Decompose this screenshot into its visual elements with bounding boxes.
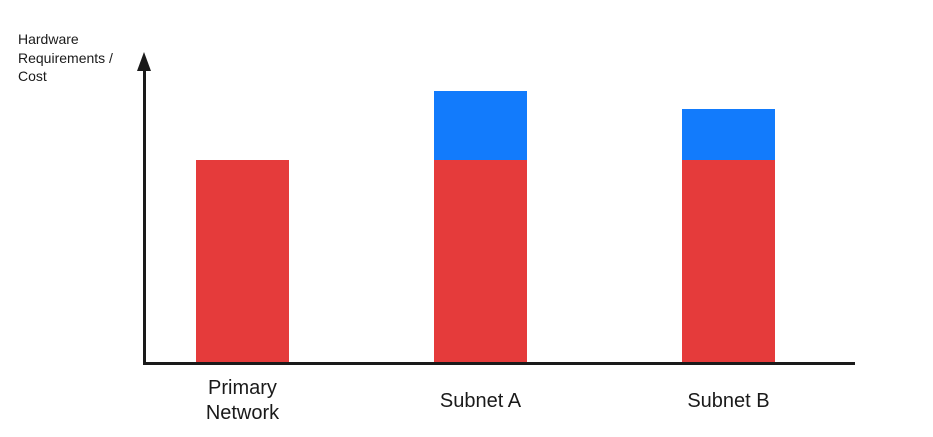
y-axis-label: Hardware Requirements / Cost	[18, 31, 113, 84]
x-tick-label-subnet-a: Subnet A	[439, 390, 522, 412]
x-axis	[143, 362, 855, 365]
bar-segment-base	[196, 160, 289, 364]
bar-segment-additional	[682, 109, 775, 160]
bar-segment-additional	[434, 90, 527, 160]
bar-primary-network	[196, 160, 289, 364]
y-axis-arrow-icon	[137, 52, 151, 71]
bar-subnet-a	[434, 90, 527, 364]
bar-subnet-b	[682, 109, 775, 364]
x-tick-label-subnet-b: Subnet B	[687, 390, 770, 412]
x-tick-label-primary-network: Primary Network	[205, 377, 280, 424]
bar-segment-base	[434, 160, 527, 364]
y-axis	[143, 68, 146, 364]
bar-segment-base	[682, 160, 775, 364]
